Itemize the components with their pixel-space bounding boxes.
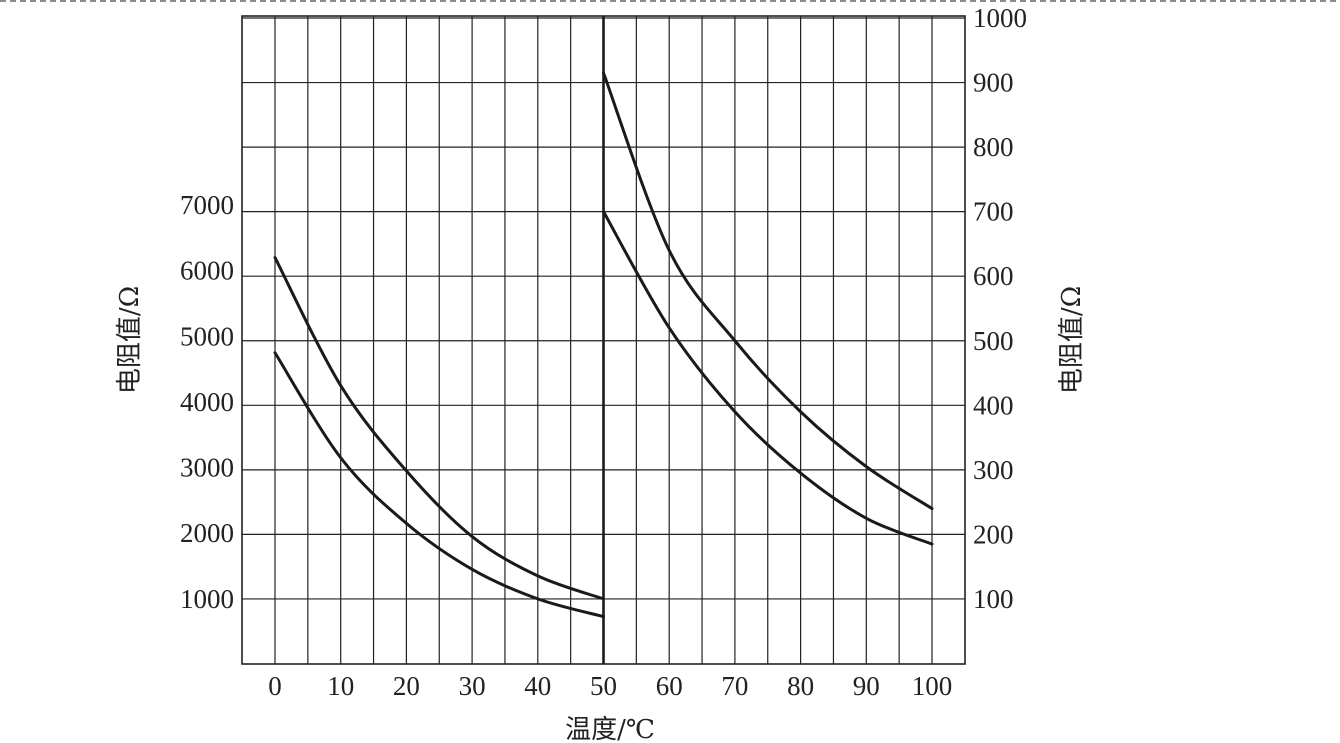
left-tick-label: 1000 xyxy=(180,584,234,614)
right-tick-label: 400 xyxy=(973,390,1014,420)
x-tick-label: 80 xyxy=(787,671,814,701)
right-tick-label: 500 xyxy=(973,326,1014,356)
left-tick-label: 2000 xyxy=(180,518,234,548)
x-tick-label: 50 xyxy=(590,671,617,701)
x-tick-label: 30 xyxy=(459,671,486,701)
series-line-3 xyxy=(602,71,934,511)
x-axis-title: 温度/℃ xyxy=(565,715,655,743)
left-tick-label: 3000 xyxy=(180,453,234,483)
x-tick-label: 70 xyxy=(721,671,748,701)
curves xyxy=(273,71,934,619)
right-tick-label: 800 xyxy=(973,132,1014,162)
x-tick-label: 100 xyxy=(912,671,953,701)
x-tick-label: 40 xyxy=(524,671,551,701)
left-tick-label: 5000 xyxy=(180,321,234,351)
right-tick-label: 300 xyxy=(973,455,1014,485)
left-tick-label: 7000 xyxy=(180,190,234,220)
right-tick-label: 900 xyxy=(973,68,1014,98)
series-line-2 xyxy=(273,351,605,619)
right-axis-title: 电阻值/Ω xyxy=(1057,286,1087,394)
left-tick-label: 4000 xyxy=(180,387,234,417)
right-tick-label: 700 xyxy=(973,197,1014,227)
series-line-1 xyxy=(273,256,605,601)
x-tick-label: 90 xyxy=(853,671,880,701)
x-tick-label: 0 xyxy=(268,671,282,701)
right-tick-label: 1000 xyxy=(973,3,1027,33)
left-axis-title: 电阻值/Ω xyxy=(115,286,145,394)
grid xyxy=(241,15,966,665)
right-tick-label: 100 xyxy=(973,584,1014,614)
left-tick-label: 6000 xyxy=(180,256,234,286)
right-tick-label: 600 xyxy=(973,261,1014,291)
series-line-4 xyxy=(602,210,934,546)
x-tick-label: 60 xyxy=(656,671,683,701)
tick-labels: 0 10 20 30 40 50 60 70 80 90 100 1000 2000 3000 4000 50… xyxy=(180,3,1027,701)
right-tick-label: 200 xyxy=(973,519,1014,549)
x-tick-label: 20 xyxy=(393,671,420,701)
x-tick-label: 10 xyxy=(327,671,354,701)
